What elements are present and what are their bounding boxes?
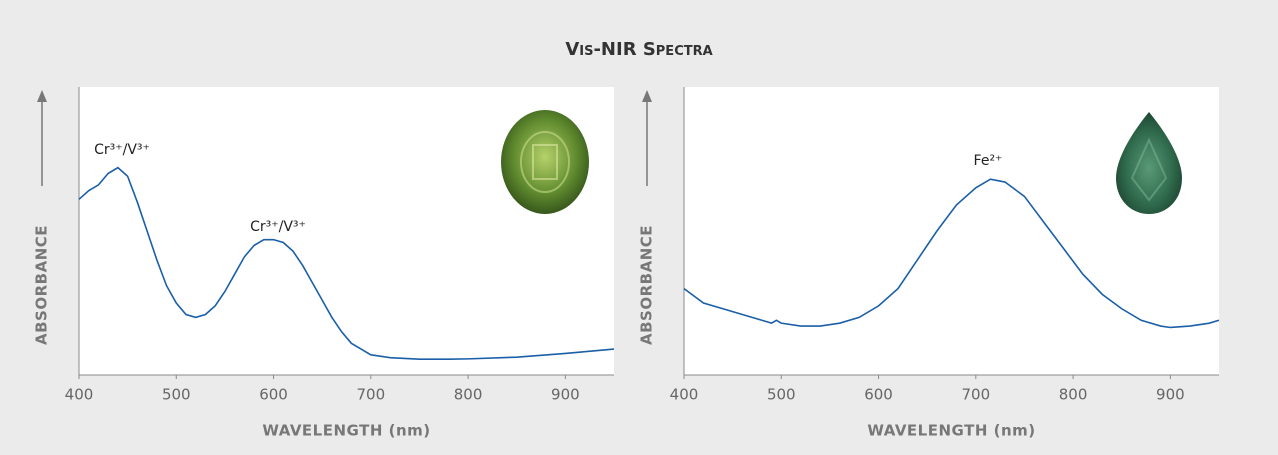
x-tick-label: 400 (670, 386, 699, 404)
x-tick-label: 700 (961, 386, 990, 404)
gem-image (1116, 112, 1182, 214)
gem-image (501, 110, 589, 214)
spectrum-line (78, 166, 615, 360)
x-tick-label: 700 (356, 386, 385, 404)
x-tick-label: 800 (454, 386, 483, 404)
x-tick-label: 800 (1059, 386, 1088, 404)
x-tick-label: 900 (551, 386, 580, 404)
peak-annotation: Cr³⁺/V³⁺ (94, 142, 150, 158)
plot-area (684, 87, 1219, 375)
spectrum-line (683, 178, 1220, 329)
x-tick-label: 600 (864, 386, 893, 404)
peak-annotation: Fe²⁺ (974, 153, 1003, 169)
peak-annotation: Cr³⁺/V³⁺ (250, 219, 306, 235)
y-arrow (37, 90, 652, 186)
figure-title: Vis-NIR Spectra (565, 39, 712, 60)
x-tick-label: 500 (767, 386, 796, 404)
y-axis-label: ABSORBANCE (33, 225, 51, 345)
x-tick-label: 600 (259, 386, 288, 404)
x-tick-label: 500 (162, 386, 191, 404)
x-axis-label: WAVELENGTH (nm) (262, 422, 430, 440)
x-tick-label: 900 (1156, 386, 1185, 404)
x-axis-label: WAVELENGTH (nm) (867, 422, 1035, 440)
x-tick-label: 400 (65, 386, 94, 404)
y-axis-label: ABSORBANCE (638, 225, 656, 345)
